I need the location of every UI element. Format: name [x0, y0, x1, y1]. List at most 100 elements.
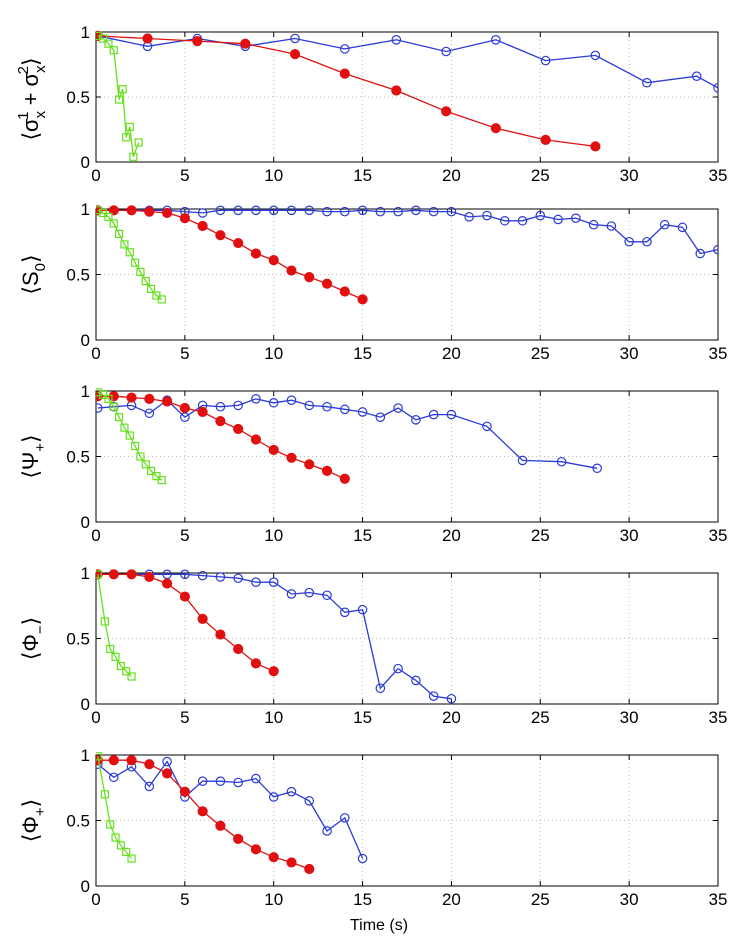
data-point-blue — [322, 590, 332, 601]
x-tick-label: 35 — [709, 708, 728, 727]
data-point-blue — [642, 236, 652, 247]
plot-area-1 — [95, 31, 719, 163]
data-point-blue — [482, 210, 492, 221]
svg-text:⟨Φ−⟩: ⟨Φ−⟩ — [18, 617, 49, 661]
data-point-red — [192, 36, 203, 47]
data-point-blue — [499, 215, 510, 226]
data-point-red — [179, 786, 190, 797]
data-point-green — [104, 212, 113, 221]
data-point-red — [215, 416, 226, 427]
data-point-blue — [304, 205, 315, 216]
data-point-green — [115, 413, 124, 422]
data-point-green — [118, 85, 127, 94]
data-point-blue — [304, 400, 315, 411]
y-tick-label: 1 — [81, 746, 90, 765]
data-point-red — [339, 68, 350, 79]
data-point-green — [120, 240, 129, 249]
data-point-red — [321, 278, 333, 289]
data-point-blue — [375, 683, 386, 694]
x-tick-label: 25 — [531, 708, 550, 727]
data-point-blue — [571, 213, 581, 223]
data-point-red — [286, 265, 297, 276]
data-point-red — [233, 643, 244, 655]
data-point-blue — [375, 206, 386, 217]
data-point-blue — [375, 412, 386, 422]
data-point-blue — [108, 401, 119, 412]
data-point-red — [179, 402, 190, 414]
data-point-red — [268, 444, 279, 456]
data-point-blue — [441, 46, 451, 57]
data-point-green — [100, 790, 109, 799]
data-point-red — [268, 852, 279, 863]
chart-panel-4: 0 5 10 15 20 25 30 35 0 0.5 1 ⟨Φ−⟩ — [18, 564, 727, 727]
data-point-red — [304, 272, 315, 283]
data-point-red — [339, 286, 350, 297]
data-point-green — [104, 39, 113, 48]
data-point-red — [179, 213, 190, 224]
plot-area-2 — [95, 208, 719, 341]
y-tick-label: 1 — [81, 564, 90, 583]
data-point-red — [144, 759, 155, 770]
x-tick-label: 0 — [91, 344, 100, 363]
data-point-green — [141, 276, 150, 286]
data-point-green — [129, 152, 138, 161]
ylabel-3: ⟨Ψ+⟩ — [18, 434, 49, 478]
data-point-red — [161, 207, 173, 219]
data-point-red — [339, 473, 350, 484]
data-point-green — [96, 388, 102, 397]
svg-text:⟨S0⟩: ⟨S0⟩ — [18, 254, 49, 294]
x-tick-label: 25 — [531, 344, 550, 363]
x-tick-label: 30 — [620, 166, 639, 185]
data-point-blue — [446, 409, 457, 420]
data-point-blue — [464, 212, 474, 222]
data-point-blue — [268, 577, 279, 587]
svg-text:⟨σx1 + σx2⟩: ⟨σx1 + σx2⟩ — [15, 57, 49, 140]
data-point-blue — [197, 776, 208, 786]
x-tick-label: 25 — [531, 526, 550, 545]
data-point-green — [136, 267, 145, 276]
data-point-red — [197, 220, 208, 232]
data-point-red — [215, 820, 226, 831]
data-point-red — [286, 452, 297, 463]
data-point-blue — [659, 219, 670, 230]
data-point-blue — [357, 407, 368, 417]
series-group-3 — [96, 388, 602, 485]
data-point-red — [108, 391, 119, 402]
x-tick-label: 30 — [620, 890, 639, 909]
x-tick-label: 5 — [180, 708, 189, 727]
data-point-green — [122, 847, 131, 857]
data-point-green — [146, 466, 156, 476]
data-point-blue — [540, 55, 551, 66]
data-point-red — [250, 248, 262, 259]
data-point-red — [590, 141, 601, 152]
x-tick-label: 20 — [442, 526, 461, 545]
x-tick-label: 35 — [709, 526, 728, 545]
data-point-red — [161, 768, 173, 779]
data-point-blue — [411, 675, 421, 686]
data-point-green — [100, 617, 109, 626]
data-point-green — [127, 854, 136, 863]
series-line-green — [97, 574, 132, 677]
data-point-green — [120, 423, 129, 432]
data-point-red — [126, 205, 137, 216]
chart-panel-5: 0 5 10 15 20 25 30 35 0 0.5 1 ⟨Φ+⟩ Time (s) — [18, 746, 727, 934]
data-point-green — [125, 122, 134, 132]
data-point-green — [96, 570, 102, 579]
data-point-red — [233, 423, 244, 435]
data-point-blue — [96, 403, 103, 413]
data-point-red — [304, 863, 315, 875]
data-point-green — [109, 46, 118, 55]
data-point-blue — [357, 205, 368, 216]
data-point-blue — [357, 853, 368, 864]
data-point-green — [99, 34, 108, 43]
data-point-blue — [339, 607, 350, 618]
data-point-red — [108, 755, 119, 766]
data-point-green — [111, 833, 120, 842]
data-point-blue — [197, 570, 208, 581]
series-group-2 — [96, 205, 718, 305]
y-tick-label: 1 — [81, 200, 90, 219]
data-point-red — [250, 434, 262, 445]
data-point-blue — [268, 205, 279, 216]
data-point-blue — [411, 205, 421, 216]
